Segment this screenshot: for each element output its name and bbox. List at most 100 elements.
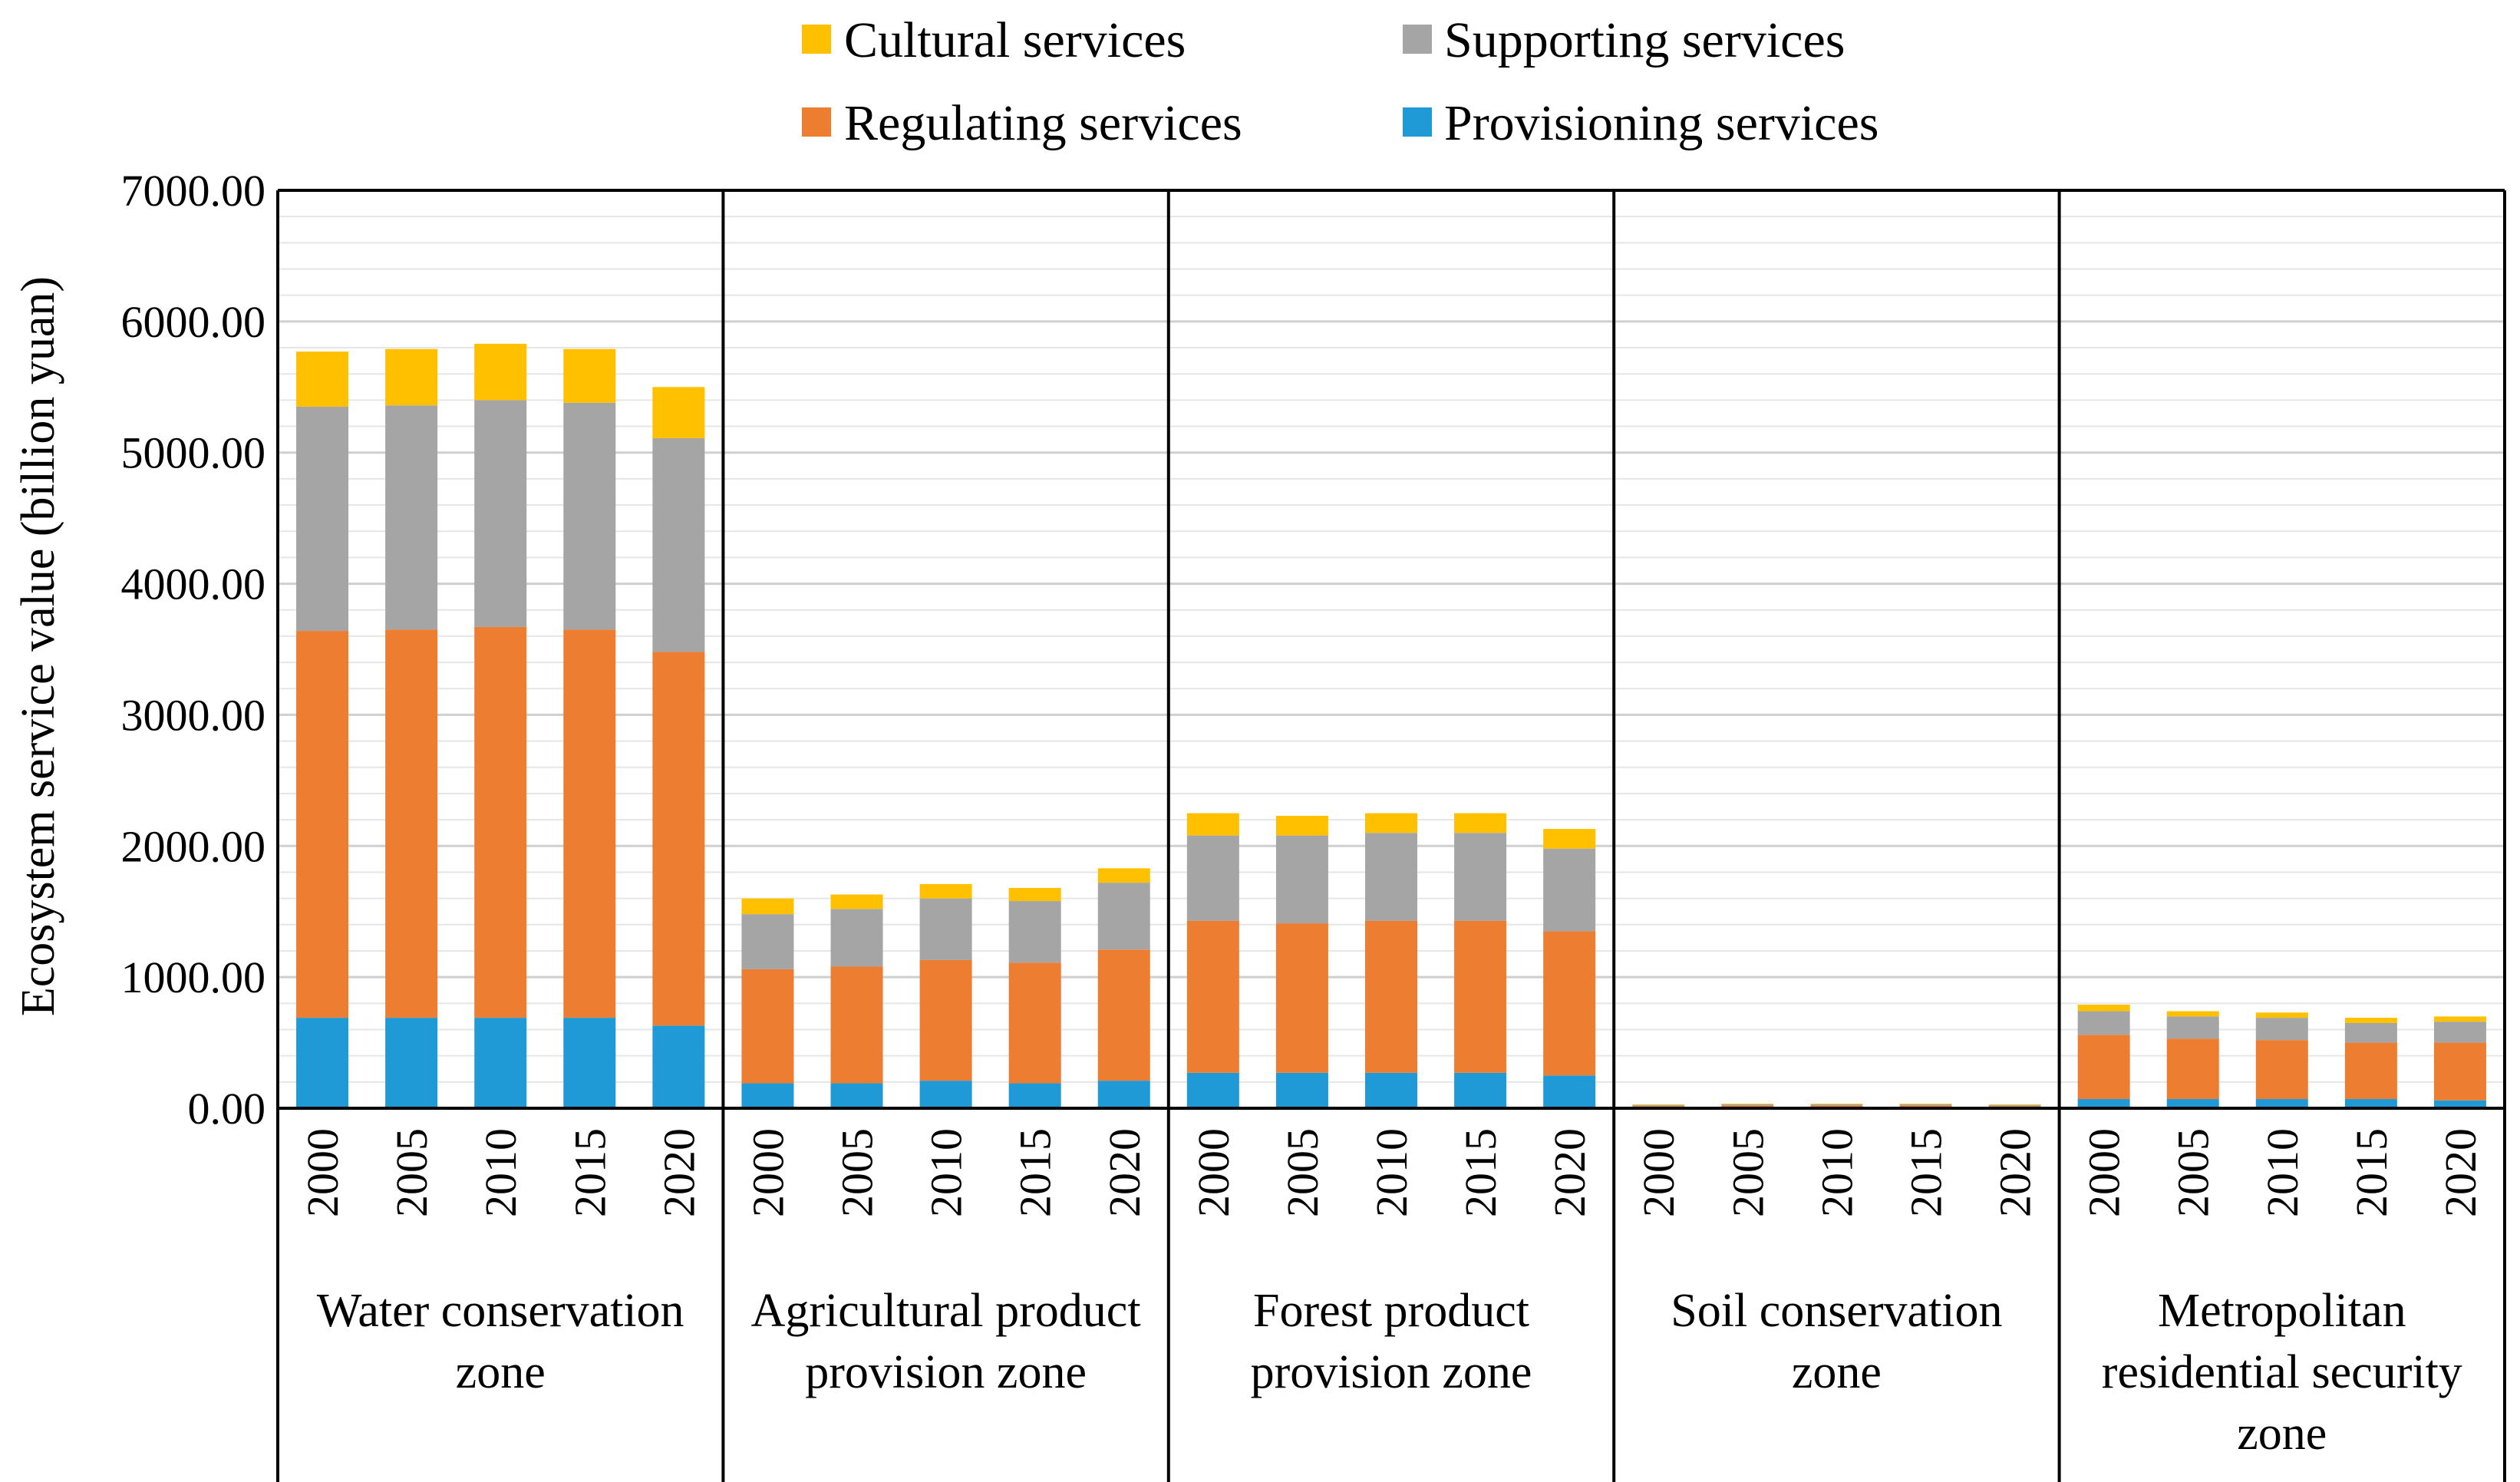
- bar-segment-regulating-services: [1186, 920, 1239, 1073]
- bar-segment-provisioning-services: [2077, 1099, 2130, 1108]
- zone-label: residential security: [2102, 1346, 2462, 1398]
- bar-segment-regulating-services: [741, 969, 794, 1084]
- x-tick-label: 2010: [1367, 1128, 1417, 1217]
- bar-segment-cultural-services: [830, 894, 883, 909]
- bar-segment-supporting-services: [1186, 835, 1239, 921]
- bar-segment-regulating-services: [1454, 920, 1507, 1073]
- x-tick-label: 2005: [833, 1128, 882, 1217]
- bar-segment-cultural-services: [296, 352, 349, 407]
- bar-segment-provisioning-services: [563, 1018, 616, 1108]
- bar-segment-provisioning-services: [2344, 1099, 2397, 1108]
- x-tick-label: 2020: [1545, 1128, 1595, 1217]
- bar-segment-regulating-services: [830, 966, 883, 1084]
- bar-segment-supporting-services: [1899, 1104, 1952, 1106]
- x-tick-label: 2005: [2169, 1128, 2218, 1217]
- bar-segment-regulating-services: [2166, 1038, 2219, 1100]
- x-tick-label: 2000: [2080, 1128, 2129, 1217]
- bar-segment-cultural-services: [1988, 1104, 2041, 1105]
- x-tick-label: 2000: [298, 1128, 348, 1217]
- y-axis-ticks: 0.00 1000.00 2000.00 3000.00 4000.00 5000.00 6…: [121, 166, 266, 1134]
- bar-segment-cultural-services: [2433, 1016, 2486, 1022]
- bar-segment-supporting-services: [474, 400, 527, 627]
- bar-segment-cultural-services: [1543, 829, 1596, 849]
- zone-label: Water conservation: [317, 1285, 684, 1337]
- bar-segment-regulating-services: [296, 631, 349, 1018]
- y-tick-label: 0.00: [188, 1084, 266, 1134]
- bar-segment-regulating-services: [1899, 1105, 1952, 1108]
- bar-segment-provisioning-services: [1275, 1072, 1328, 1108]
- zone-label: Forest product: [1253, 1285, 1529, 1337]
- zone-label: Agricultural product: [751, 1285, 1141, 1337]
- legend: Cultural services Supporting services Re…: [802, 12, 1878, 151]
- bar-segment-regulating-services: [1810, 1105, 1863, 1108]
- bar-segment-regulating-services: [1275, 923, 1328, 1073]
- x-tick-label: 2020: [1991, 1128, 2040, 1217]
- bar-segment-regulating-services: [474, 626, 527, 1018]
- y-tick-label: 1000.00: [121, 952, 266, 1002]
- bar-segment-regulating-services: [2255, 1040, 2308, 1100]
- bar-segment-provisioning-services: [2433, 1100, 2486, 1108]
- bar-segment-provisioning-services: [830, 1083, 883, 1108]
- bar-segment-provisioning-services: [741, 1083, 794, 1108]
- bar-segment-regulating-services: [2344, 1042, 2397, 1100]
- y-tick-label: 2000.00: [121, 821, 266, 871]
- bar-segment-provisioning-services: [1543, 1075, 1596, 1108]
- bar-segment-provisioning-services: [296, 1018, 349, 1108]
- bar-segment-regulating-services: [2433, 1042, 2486, 1101]
- x-tick-label: 2015: [1901, 1128, 1951, 1217]
- x-tick-label: 2015: [1456, 1128, 1506, 1217]
- bar-segment-regulating-services: [1365, 920, 1417, 1073]
- bar-segment-cultural-services: [2344, 1018, 2397, 1023]
- bar-segment-supporting-services: [2344, 1022, 2397, 1043]
- zone-labels: Water conservation zone Agricultural produ…: [317, 1285, 2462, 1460]
- bar-segment-provisioning-services: [1008, 1083, 1061, 1108]
- zone-label: zone: [2237, 1408, 2327, 1460]
- gridlines: [278, 216, 2505, 1083]
- y-axis-label: Ecosystem service value (billion yuan): [12, 276, 64, 1016]
- bar-segment-supporting-services: [1543, 848, 1596, 932]
- bar-segment-regulating-services: [919, 959, 972, 1081]
- bar-segment-supporting-services: [1008, 901, 1061, 963]
- bar-segment-cultural-services: [2166, 1011, 2219, 1017]
- bar-segment-supporting-services: [2077, 1011, 2130, 1035]
- bar-segment-provisioning-services: [652, 1025, 705, 1108]
- bar-segment-cultural-services: [1097, 868, 1150, 883]
- zone-label: Metropolitan: [2158, 1285, 2406, 1337]
- bar-segment-cultural-services: [2077, 1005, 2130, 1012]
- x-tick-label: 2010: [922, 1128, 971, 1217]
- y-tick-label: 6000.00: [121, 297, 266, 347]
- x-axis-categories: 2000 2005 2010 2015 2020 2000 2005 2010 2015 2020…: [298, 1128, 2485, 1217]
- y-tick-label: 3000.00: [121, 690, 266, 740]
- x-tick-label: 2010: [2258, 1128, 2307, 1217]
- bar-segment-provisioning-services: [1454, 1072, 1507, 1108]
- legend-label-cultural: Cultural services: [844, 12, 1186, 68]
- bar-segment-cultural-services: [1186, 813, 1239, 836]
- bar-segment-cultural-services: [474, 343, 527, 401]
- bar-segment-supporting-services: [1988, 1104, 2041, 1107]
- x-tick-label: 2015: [565, 1128, 615, 1217]
- bar-segment-regulating-services: [1543, 931, 1596, 1076]
- legend-swatch-regulating: [802, 107, 831, 137]
- bar-segment-cultural-services: [1632, 1104, 1685, 1105]
- legend-swatch-provisioning: [1403, 107, 1432, 137]
- zone-label: provision zone: [1251, 1346, 1532, 1398]
- x-tick-label: 2000: [743, 1128, 793, 1217]
- bar-segment-cultural-services: [1454, 813, 1507, 833]
- x-tick-label: 2015: [2347, 1128, 2396, 1217]
- plot-frame: [276, 189, 2506, 1482]
- x-tick-label: 2000: [1189, 1128, 1239, 1217]
- bar-segment-supporting-services: [1365, 833, 1417, 921]
- bar-segment-cultural-services: [919, 883, 972, 899]
- legend-label-supporting: Supporting services: [1444, 12, 1845, 68]
- bar-segment-regulating-services: [652, 652, 705, 1026]
- zone-label: Soil conservation: [1671, 1285, 2002, 1337]
- bar-segment-provisioning-services: [474, 1018, 527, 1108]
- bar-segment-regulating-services: [1097, 949, 1150, 1081]
- bar-segment-cultural-services: [2255, 1012, 2308, 1018]
- bar-segment-supporting-services: [2433, 1022, 2486, 1043]
- bar-segment-supporting-services: [1810, 1104, 1863, 1106]
- bar-segment-provisioning-services: [2166, 1099, 2219, 1108]
- x-tick-label: 2005: [1278, 1128, 1328, 1217]
- legend-swatch-cultural: [802, 25, 831, 54]
- bar-segment-cultural-services: [563, 348, 616, 403]
